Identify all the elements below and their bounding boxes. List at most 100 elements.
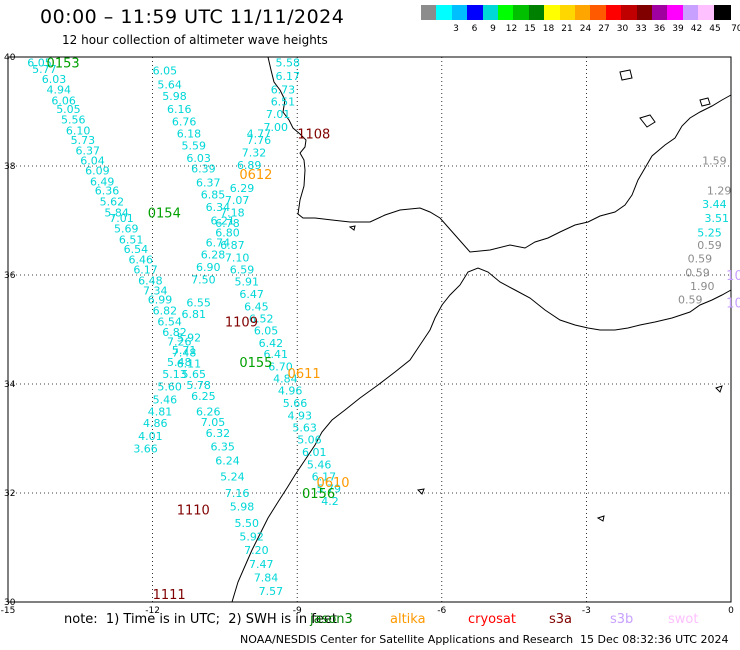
map-title: 00:00 – 11:59 UTC 11/11/2024	[40, 6, 345, 28]
wave-height-value: 6.10	[66, 125, 91, 138]
wave-height-value: 5.73	[71, 134, 96, 147]
wave-height-value: 7.34	[143, 284, 168, 297]
wave-height-value: 7.20	[244, 544, 269, 557]
wave-height-value: 7.05	[201, 416, 226, 429]
wave-height-value: 5.48	[167, 356, 192, 369]
wave-height-value: 4.81	[148, 405, 173, 418]
pass-time-label: 0156	[302, 487, 335, 502]
wave-height-value: 6.82	[162, 326, 187, 339]
scale-swatch	[436, 5, 454, 20]
scale-swatch	[652, 5, 669, 20]
wave-height-value: 6.39	[191, 163, 216, 176]
scale-label: 6	[471, 24, 478, 34]
pass-time-label: 0155	[239, 356, 272, 371]
wave-height-value: 6.46	[129, 254, 154, 267]
wave-height-value: 4.2	[321, 495, 339, 508]
wave-height-value: 6.21	[210, 215, 235, 228]
wave-height-value: 6.80	[215, 226, 240, 239]
wave-height-value: 7.00	[263, 121, 288, 134]
legend-s3a: s3a	[549, 612, 573, 627]
lat-tick-label: 38	[4, 162, 16, 172]
wave-height-value: 5.98	[162, 90, 187, 103]
wave-height-value: 6.37	[75, 145, 100, 158]
wave-height-value: 3.44	[702, 198, 727, 211]
scale-label: 12	[505, 24, 518, 34]
wave-height-value: 6.05	[254, 325, 279, 338]
wave-height-value: 5.91	[235, 276, 259, 289]
wave-height-value: 6.29	[230, 182, 255, 195]
wave-height-value: 6.73	[271, 84, 296, 97]
wave-height-value: 6.17	[276, 70, 301, 83]
wave-height-value: 5.46	[307, 459, 332, 472]
scale-swatch	[621, 5, 639, 20]
scale-swatch	[498, 5, 515, 20]
wave-height-value: 6.82	[153, 304, 178, 317]
wave-height-value: 5.66	[283, 397, 308, 410]
scale-swatch	[467, 5, 485, 20]
note-text: note: 1) Time is in UTC; 2) SWH is in fe…	[64, 612, 337, 627]
pass-time-label: 1031	[726, 296, 740, 311]
wave-height-value: 3.66	[133, 442, 158, 455]
wave-height-value: 4.84	[273, 373, 298, 386]
lon-tick-label: -3	[582, 606, 591, 616]
lat-tick-label: 30	[4, 598, 16, 608]
wave-height-value: 5.59	[182, 139, 207, 152]
wave-height-value: 5.71	[172, 344, 197, 357]
wave-height-value: 6.05	[27, 56, 51, 69]
wave-height-value: 6.11	[177, 357, 202, 370]
credit-text: NOAA/NESDIS Center for Satellite Applica…	[240, 633, 574, 646]
wave-height-value: 6.37	[196, 176, 221, 189]
wave-height-value: 6.70	[268, 361, 293, 374]
legend-jason3: jason3	[310, 612, 353, 627]
lat-tick-label: 34	[4, 380, 16, 390]
wave-height-value: 7.26	[167, 335, 192, 348]
lat-tick-label: 36	[4, 271, 16, 281]
map-frame	[7, 56, 732, 603]
wave-height-value: 1.90	[690, 280, 715, 293]
wave-height-value: 6.42	[259, 337, 284, 350]
scale-label: 45	[709, 24, 721, 34]
scale-swatch	[421, 5, 438, 20]
scale-swatch	[559, 5, 577, 20]
pass-time-label: 0153	[47, 56, 80, 71]
wave-height-value: 4.77	[247, 127, 272, 140]
wave-height-value: 6.32	[206, 427, 231, 440]
scale-label: 21	[561, 24, 573, 34]
scale-swatch	[482, 5, 500, 20]
scale-swatch	[682, 5, 700, 20]
wave-height-value: 6.18	[177, 127, 202, 140]
wave-height-value: 7.07	[225, 194, 250, 207]
wave-height-value: 6.78	[215, 217, 240, 230]
wave-height-value: 5.92	[177, 332, 202, 345]
wave-height-value: 5.69	[114, 223, 139, 236]
pass-time-label: 0610	[316, 476, 349, 491]
wave-height-value: 5.77	[32, 63, 57, 76]
lon-tick-label: -12	[145, 606, 160, 616]
wave-height-value: 0.59	[678, 294, 703, 307]
scale-label: 36	[653, 24, 666, 34]
pass-time-label: 0612	[239, 168, 272, 183]
lat-tick-label: 40	[4, 53, 16, 63]
scale-swatch	[513, 5, 531, 20]
wave-height-value: 1.29	[707, 185, 732, 198]
lon-tick-label: -15	[1, 606, 16, 616]
wave-height-value: 5.06	[297, 434, 322, 447]
wave-height-value: 6.51	[119, 234, 144, 247]
wave-height-value: 6.17	[312, 471, 337, 484]
wave-height-value: 6.81	[182, 308, 207, 321]
wave-height-value: 5.65	[182, 368, 207, 381]
wave-height-value: 5.58	[276, 56, 301, 69]
timestamp-text: 15 Dec 08:32:36 UTC 2024	[580, 633, 729, 646]
scale-swatch	[698, 5, 716, 20]
scale-label: 70 (ft)	[731, 24, 740, 34]
wave-height-value: 7.47	[249, 558, 274, 571]
scale-label: 39	[672, 24, 684, 34]
wave-height-value: 6.06	[51, 95, 76, 108]
wave-height-value: 4.94	[47, 84, 71, 97]
wave-height-value: 6.09	[85, 164, 110, 177]
scale-label: 3	[453, 24, 459, 34]
scale-label: 9	[490, 24, 496, 34]
wave-height-value: 6.85	[201, 188, 226, 201]
scale-label: 24	[579, 24, 592, 34]
wave-height-value: 7.01	[109, 212, 134, 225]
